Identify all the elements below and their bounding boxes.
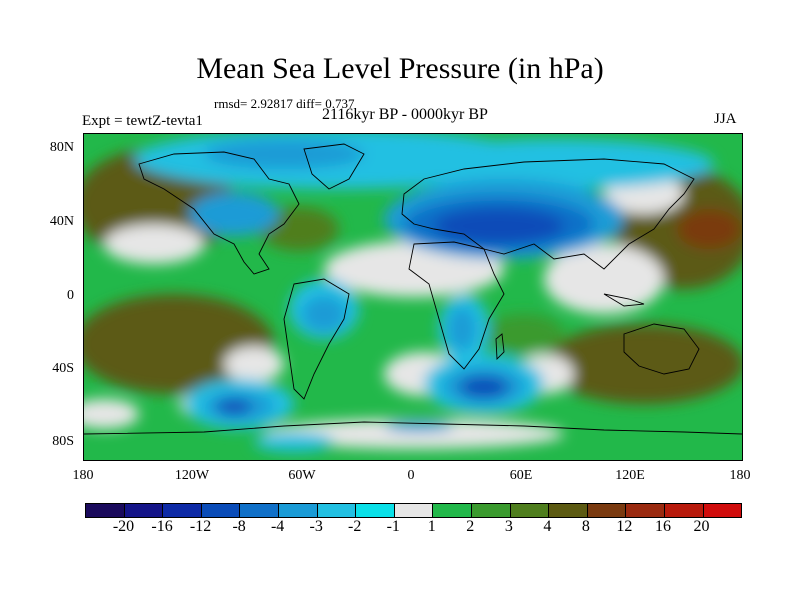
colorbar-swatch (201, 504, 241, 517)
colorbar-tick-label: 2 (466, 518, 475, 535)
colorbar-swatch (587, 504, 627, 517)
colorbar-tick-label: -8 (232, 518, 246, 535)
colorbar-swatch (433, 504, 472, 517)
map-title: Mean Sea Level Pressure (in hPa) (196, 52, 604, 85)
colorbar-tick-label: 3 (504, 518, 513, 535)
colorbar-tick-label: 20 (693, 518, 710, 535)
colorbar-swatch (86, 504, 125, 517)
lon-label-180-east: 180 (729, 468, 751, 483)
colorbar-tick-label: -2 (348, 518, 362, 535)
lon-label-120e: 120E (615, 468, 645, 483)
lat-label-equator: 0 (67, 288, 74, 303)
colorbar-tick-label: 4 (543, 518, 552, 535)
lon-label-60e: 60E (509, 468, 533, 483)
colorbar-tick-label: -3 (309, 518, 323, 535)
colorbar-tick-label: 16 (654, 518, 671, 535)
colorbar-swatch (124, 504, 164, 517)
lon-label-0: 0 (407, 468, 415, 483)
colorbar-tick-label: 8 (581, 518, 590, 535)
colorbar-swatch (471, 504, 511, 517)
lon-label-120w: 120W (174, 468, 210, 483)
colorbar-tick-label: -16 (151, 518, 173, 535)
colorbar-tick-label: -1 (386, 518, 400, 535)
colorbar-tick-label: 12 (616, 518, 633, 535)
colorbar (85, 503, 742, 518)
colorbar-swatch (703, 504, 742, 517)
colorbar-swatch (664, 504, 704, 517)
colorbar-tick-label: -12 (189, 518, 212, 535)
colorbar-swatch (394, 504, 434, 517)
colorbar-swatch (356, 504, 395, 517)
colorbar-swatch (510, 504, 550, 517)
anomaly-field (84, 134, 742, 452)
map-canvas (84, 134, 742, 460)
colorbar-tick-label: -4 (270, 518, 285, 535)
colorbar-swatch (278, 504, 318, 517)
colorbar-swatch (317, 504, 357, 517)
lon-label-180-west: 180 (72, 468, 94, 483)
lat-label-80n: 80N (49, 140, 74, 155)
colorbar-tick-label: 1 (427, 518, 436, 535)
lat-label-40n: 40N (49, 214, 74, 229)
lat-label-80s: 80S (52, 434, 74, 449)
lat-label-40s: 40S (52, 361, 74, 376)
rmsd-diff-stats: rmsd= 2.92817 diff= 0.737 (214, 96, 355, 111)
colorbar-tick-label: -20 (112, 518, 135, 535)
colorbar-swatch (240, 504, 279, 517)
colorbar-swatch (626, 504, 665, 517)
colorbar-swatch (163, 504, 202, 517)
pressure-anomaly-map (83, 133, 743, 461)
time-period-label: 2116kyr BP - 0000kyr BP (322, 106, 488, 123)
colorbar-swatch (549, 504, 588, 517)
season-label: JJA (714, 111, 737, 127)
experiment-label: Expt = tewtZ-tevta1 (82, 113, 203, 129)
lon-label-60w: 60W (288, 468, 316, 483)
coastlines (84, 143, 742, 435)
